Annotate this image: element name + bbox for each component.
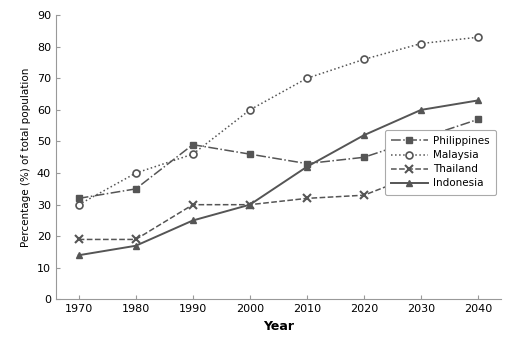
Indonesia — [133, 244, 139, 248]
Malaysia — [247, 108, 253, 112]
Malaysia — [133, 171, 139, 175]
Philippines — [76, 196, 82, 201]
Philippines — [190, 143, 196, 147]
Thailand — [247, 203, 253, 207]
Malaysia — [361, 57, 367, 62]
Indonesia — [190, 218, 196, 223]
Thailand — [361, 193, 367, 197]
Indonesia — [247, 203, 253, 207]
Thailand — [133, 237, 139, 241]
Y-axis label: Percentage (%) of total population: Percentage (%) of total population — [22, 68, 31, 247]
Indonesia — [76, 253, 82, 257]
Indonesia — [304, 165, 310, 169]
Line: Indonesia: Indonesia — [75, 97, 482, 259]
Malaysia — [190, 152, 196, 156]
Thailand — [475, 139, 481, 143]
Line: Thailand: Thailand — [75, 137, 482, 244]
Malaysia — [418, 42, 424, 46]
Indonesia — [475, 98, 481, 103]
Philippines — [475, 117, 481, 121]
Legend: Philippines, Malaysia, Thailand, Indonesia: Philippines, Malaysia, Thailand, Indones… — [385, 130, 496, 195]
Philippines — [418, 136, 424, 140]
Line: Malaysia: Malaysia — [75, 34, 482, 208]
Malaysia — [76, 203, 82, 207]
Indonesia — [361, 133, 367, 137]
Indonesia — [418, 108, 424, 112]
Thailand — [418, 171, 424, 175]
Malaysia — [475, 35, 481, 39]
Philippines — [247, 152, 253, 156]
Thailand — [190, 203, 196, 207]
Philippines — [304, 162, 310, 166]
Line: Philippines: Philippines — [76, 116, 481, 202]
X-axis label: Year: Year — [263, 320, 294, 333]
Thailand — [76, 237, 82, 241]
Philippines — [361, 155, 367, 159]
Thailand — [304, 196, 310, 201]
Philippines — [133, 187, 139, 191]
Malaysia — [304, 76, 310, 80]
